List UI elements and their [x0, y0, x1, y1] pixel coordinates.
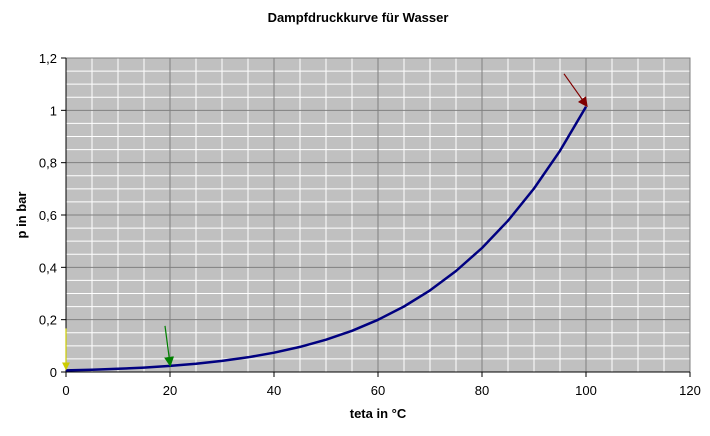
series-layer	[65, 106, 588, 372]
x-tick-label: 60	[371, 383, 385, 398]
y-tick-label: 0,6	[39, 208, 57, 223]
y-tick-label: 0,8	[39, 156, 57, 171]
x-tick-label: 120	[679, 383, 701, 398]
x-tick-label: 100	[575, 383, 597, 398]
y-tick-label: 1	[50, 103, 57, 118]
annotation-layer	[62, 73, 588, 371]
x-tick-label: 80	[475, 383, 489, 398]
series-line	[65, 106, 588, 372]
x-tick-label: 20	[163, 383, 177, 398]
x-tick-label: 40	[267, 383, 281, 398]
y-tick-label: 0,4	[39, 260, 57, 275]
y-tick-label: 0	[50, 365, 57, 380]
x-tick-label: 0	[62, 383, 69, 398]
y-axis-title: p in bar	[14, 192, 29, 239]
y-axis-ticks: 0 0,2 0,4 0,6 0,8 1 1,2	[39, 51, 66, 380]
y-tick-label: 1,2	[39, 51, 57, 66]
x-axis-title: teta in °C	[350, 406, 407, 421]
annotation-arrow	[563, 73, 588, 108]
chart-title: Dampfdruckkurve für Wasser	[268, 10, 449, 25]
y-tick-label: 0,2	[39, 313, 57, 328]
annotation-arrow	[164, 325, 175, 367]
x-axis-ticks: 0 20 40 60 80 100 120	[62, 372, 701, 398]
